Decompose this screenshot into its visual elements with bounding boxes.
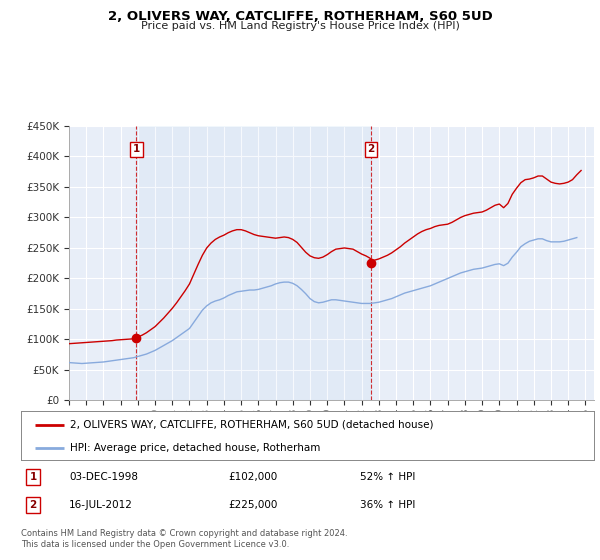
Text: 03-DEC-1998: 03-DEC-1998 — [69, 472, 138, 482]
Bar — [136, 126, 371, 400]
Text: 2: 2 — [367, 144, 374, 155]
Text: 2: 2 — [29, 500, 37, 510]
Text: £225,000: £225,000 — [228, 500, 277, 510]
Text: 36% ↑ HPI: 36% ↑ HPI — [360, 500, 415, 510]
Text: £102,000: £102,000 — [228, 472, 277, 482]
Text: 1: 1 — [133, 144, 140, 155]
Text: 52% ↑ HPI: 52% ↑ HPI — [360, 472, 415, 482]
Text: Price paid vs. HM Land Registry's House Price Index (HPI): Price paid vs. HM Land Registry's House … — [140, 21, 460, 31]
Text: 2, OLIVERS WAY, CATCLIFFE, ROTHERHAM, S60 5UD: 2, OLIVERS WAY, CATCLIFFE, ROTHERHAM, S6… — [107, 10, 493, 23]
Text: HPI: Average price, detached house, Rotherham: HPI: Average price, detached house, Roth… — [70, 443, 320, 453]
Text: 16-JUL-2012: 16-JUL-2012 — [69, 500, 133, 510]
Text: Contains HM Land Registry data © Crown copyright and database right 2024.
This d: Contains HM Land Registry data © Crown c… — [21, 529, 347, 549]
Text: 2, OLIVERS WAY, CATCLIFFE, ROTHERHAM, S60 5UD (detached house): 2, OLIVERS WAY, CATCLIFFE, ROTHERHAM, S6… — [70, 420, 433, 430]
Text: 1: 1 — [29, 472, 37, 482]
